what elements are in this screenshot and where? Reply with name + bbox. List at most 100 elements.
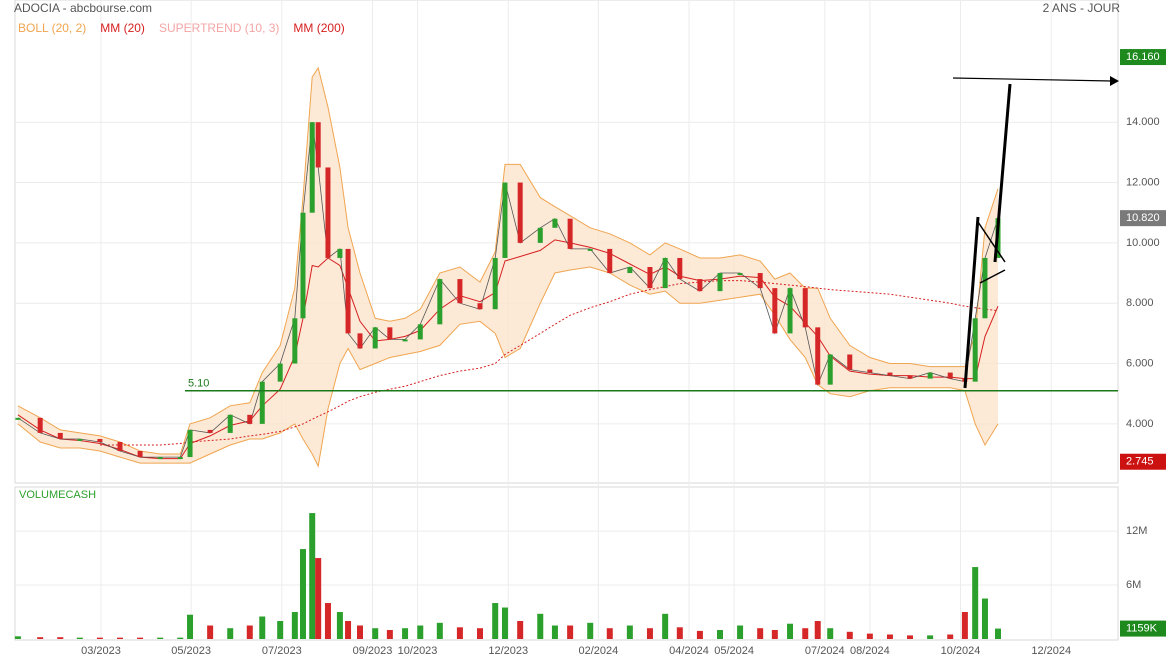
price-body bbox=[757, 273, 763, 289]
user-drawings bbox=[952, 76, 1119, 389]
price-body bbox=[802, 288, 808, 328]
price-body bbox=[827, 354, 833, 385]
trend-line bbox=[977, 221, 1006, 263]
volume-bar bbox=[662, 613, 669, 639]
volume-bar bbox=[177, 637, 184, 639]
volume-bar bbox=[14, 636, 21, 639]
price-body bbox=[607, 248, 613, 274]
volume-bar bbox=[646, 628, 653, 639]
volume-bar bbox=[402, 628, 409, 639]
volume-bar bbox=[886, 634, 893, 639]
bollinger-fill bbox=[17, 67, 998, 467]
price-body bbox=[247, 414, 253, 424]
price-marker-label: 10.820 bbox=[1126, 212, 1160, 224]
price-body bbox=[867, 369, 873, 373]
volume-marker-box bbox=[1120, 620, 1166, 637]
volume-bar bbox=[476, 628, 483, 639]
volume-tick-label: 12M bbox=[1126, 525, 1147, 537]
chart-subtitle: 2 ANS - JOUR bbox=[1043, 1, 1121, 15]
y-tick-label: 4.000 bbox=[1126, 418, 1154, 430]
trend-line bbox=[993, 83, 1012, 263]
volume-bar bbox=[492, 603, 499, 639]
price-body bbox=[737, 273, 743, 276]
price-body bbox=[357, 333, 363, 349]
volume-bar bbox=[76, 637, 83, 639]
price-body bbox=[277, 363, 283, 382]
price-body bbox=[662, 257, 668, 289]
y-tick-label: 12.000 bbox=[1126, 176, 1160, 188]
price-body bbox=[372, 327, 378, 349]
volume-bar bbox=[309, 513, 316, 639]
volume-bar bbox=[227, 628, 234, 639]
x-tick-label: 07/2023 bbox=[262, 645, 302, 657]
volume-bar bbox=[972, 567, 979, 639]
legend-entry: MM (20) bbox=[100, 21, 145, 35]
price-body bbox=[227, 414, 233, 433]
volume-bar bbox=[436, 622, 443, 639]
volume-tick-label: 6M bbox=[1126, 579, 1141, 591]
price-body bbox=[847, 354, 853, 370]
volume-bar bbox=[551, 625, 558, 639]
price-body bbox=[137, 451, 143, 458]
trend-line bbox=[979, 269, 1006, 284]
volume-bar bbox=[187, 614, 194, 639]
volume-bar bbox=[386, 630, 393, 639]
x-tick-label: 07/2024 bbox=[805, 645, 845, 657]
price-body bbox=[315, 122, 321, 168]
volume-bar bbox=[246, 625, 253, 639]
volume-bar bbox=[96, 637, 103, 639]
x-tick-label: 09/2023 bbox=[353, 645, 393, 657]
price-body bbox=[325, 167, 331, 258]
price-body bbox=[887, 372, 893, 376]
price-body bbox=[815, 327, 821, 385]
price-body bbox=[37, 417, 43, 433]
volume-bar bbox=[696, 630, 703, 639]
volume-bar bbox=[927, 635, 934, 639]
x-tick-label: 10/2024 bbox=[941, 645, 981, 657]
volume-bar bbox=[372, 628, 379, 639]
volume-bar bbox=[157, 637, 164, 639]
y-tick-label: 8.000 bbox=[1126, 297, 1154, 309]
price-body bbox=[457, 279, 463, 304]
x-tick-label: 10/2023 bbox=[398, 645, 438, 657]
price-marker-box bbox=[1120, 453, 1166, 470]
volume-panel bbox=[14, 486, 1119, 641]
y-tick-label: 14.000 bbox=[1126, 116, 1160, 128]
price-body bbox=[177, 457, 183, 460]
trend-line bbox=[963, 216, 980, 389]
volume-bar bbox=[456, 627, 463, 639]
volume-bar bbox=[947, 634, 954, 639]
x-tick-label: 12/2024 bbox=[1031, 645, 1071, 657]
price-body bbox=[907, 375, 913, 379]
volume-bar bbox=[676, 627, 683, 639]
level-label: 5.10 bbox=[188, 378, 209, 390]
price-body bbox=[259, 381, 265, 424]
volume-bar bbox=[57, 637, 64, 639]
price-body bbox=[552, 218, 558, 228]
price-body bbox=[187, 429, 193, 458]
x-tick-label: 04/2024 bbox=[669, 645, 709, 657]
price-body bbox=[345, 248, 351, 334]
price-body bbox=[292, 318, 298, 364]
x-tick-label: 03/2023 bbox=[81, 645, 121, 657]
volume-bar bbox=[827, 628, 834, 639]
volume-bar bbox=[716, 630, 723, 639]
volume-bar bbox=[606, 628, 613, 639]
legend-entry: BOLL (20, 2) bbox=[18, 21, 86, 35]
volume-bar bbox=[757, 628, 764, 639]
price-body bbox=[117, 441, 123, 452]
price-panel bbox=[14, 0, 1119, 484]
volume-bar bbox=[537, 613, 544, 639]
volume-bar bbox=[299, 549, 306, 639]
price-body bbox=[502, 182, 508, 258]
price-marker-box bbox=[1120, 49, 1166, 66]
volume-bar bbox=[315, 558, 322, 639]
volume-bar bbox=[995, 628, 1002, 639]
volume-bar bbox=[961, 612, 968, 639]
price-body bbox=[647, 267, 653, 289]
volume-title: VOLUMECASH bbox=[19, 489, 96, 501]
price-body bbox=[337, 248, 343, 258]
volume-bar bbox=[981, 598, 988, 639]
volume-bar bbox=[802, 628, 809, 639]
